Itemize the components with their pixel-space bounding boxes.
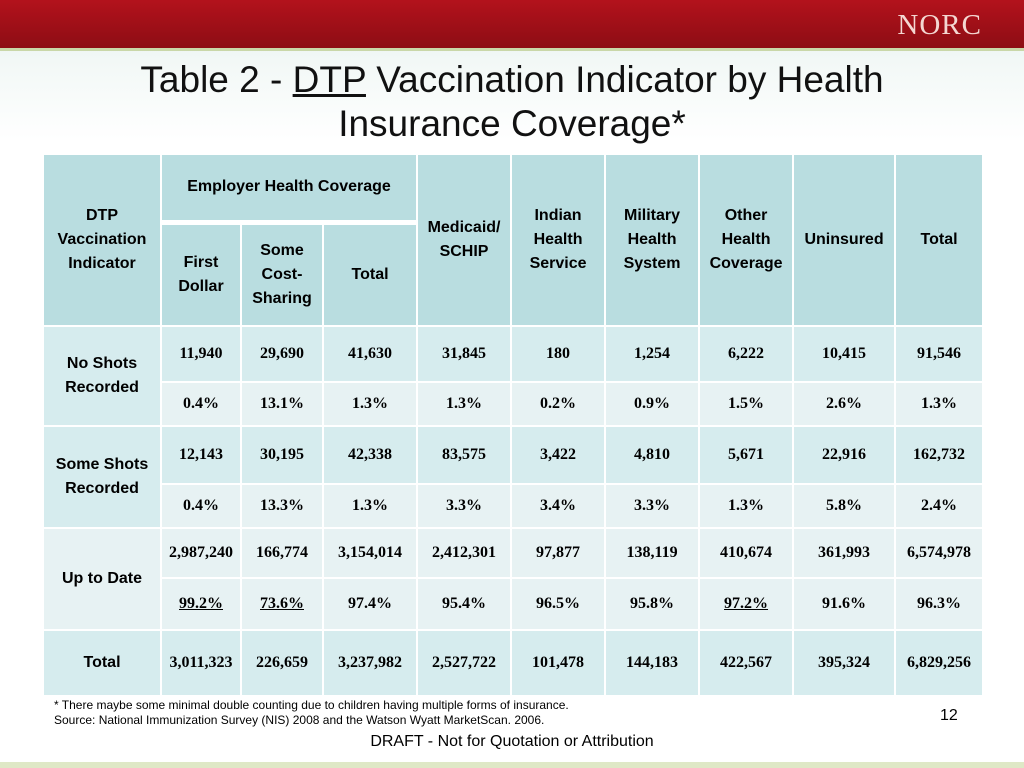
header-bar: NORC <box>0 0 1024 51</box>
row-label-some-shots: Some Shots Recorded <box>42 425 162 529</box>
table-cell: 422,567 <box>698 629 795 697</box>
table-cell: 180 <box>510 325 607 383</box>
table-cell: 3,154,014 <box>321 527 419 579</box>
table-cell: 4,810 <box>604 425 701 485</box>
table-cell: 96.5% <box>510 577 607 631</box>
page-number: 12 <box>940 707 958 724</box>
table-cell: 3.3% <box>416 483 513 529</box>
table-cell: 29,690 <box>240 325 324 383</box>
header-first-dollar: First Dollar <box>160 221 242 327</box>
table-cell: 91.6% <box>792 577 897 631</box>
table-cell: 166,774 <box>240 527 324 579</box>
header-dtp-indicator: DTP Vaccination Indicator <box>42 153 162 327</box>
header-total: Total <box>894 153 985 327</box>
table-cell: 0.2% <box>510 381 607 427</box>
table-cell: 22,916 <box>792 425 897 485</box>
header-employer-coverage: Employer Health Coverage <box>159 153 419 225</box>
draft-notice: DRAFT - Not for Quotation or Attribution <box>370 733 654 750</box>
table-cell: 5.8% <box>792 483 897 529</box>
table-cell: 2,412,301 <box>416 527 513 579</box>
table-cell: 2.4% <box>894 483 985 529</box>
norc-logo: NORC <box>897 9 982 41</box>
row-label-up-to-date: Up to Date <box>42 527 162 631</box>
table-cell: 361,993 <box>792 527 897 579</box>
table-cell: 3,237,982 <box>321 629 419 697</box>
row-label-no-shots: No Shots Recorded <box>42 325 162 427</box>
title-line1-rest: Vaccination Indicator by Health <box>365 59 884 100</box>
header-military-health: Military Health System <box>604 153 701 327</box>
header-other-health: Other Health Coverage <box>698 153 795 327</box>
title-prefix: Table 2 - <box>140 59 293 100</box>
header-employer-total: Total <box>321 221 419 327</box>
row-label-total: Total <box>42 629 162 697</box>
header-indian-health: Indian Health Service <box>510 153 607 327</box>
bottom-rule <box>0 762 1024 768</box>
table-cell: 12,143 <box>160 425 242 485</box>
table-cell: 6,222 <box>698 325 795 383</box>
table-cell: 11,940 <box>160 325 242 383</box>
footnote-double-counting: * There maybe some minimal double counti… <box>54 698 569 712</box>
table-cell: 144,183 <box>604 629 701 697</box>
table-cell: 0.4% <box>160 483 242 529</box>
table-cell: 42,338 <box>321 425 419 485</box>
table-cell: 1.3% <box>321 381 419 427</box>
table-cell: 162,732 <box>894 425 985 485</box>
table-cell: 96.3% <box>894 577 985 631</box>
header-medicaid: Medicaid/ SCHIP <box>416 153 513 327</box>
table-cell: 3.4% <box>510 483 607 529</box>
table-cell: 0.4% <box>160 381 242 427</box>
table-cell: 226,659 <box>240 629 324 697</box>
table-cell: 97,877 <box>510 527 607 579</box>
table-cell: 1.3% <box>321 483 419 529</box>
table-cell: 30,195 <box>240 425 324 485</box>
table-cell: 31,845 <box>416 325 513 383</box>
table-cell: 410,674 <box>698 527 795 579</box>
table-cell: 99.2% <box>160 577 242 631</box>
table-cell: 0.9% <box>604 381 701 427</box>
table-cell: 41,630 <box>321 325 419 383</box>
footnote-source: Source: National Immunization Survey (NI… <box>54 713 545 727</box>
table-cell: 6,829,256 <box>894 629 985 697</box>
footnote: * There maybe some minimal double counti… <box>54 698 569 728</box>
table-cell: 3,011,323 <box>160 629 242 697</box>
table-cell: 95.4% <box>416 577 513 631</box>
table-cell: 138,119 <box>604 527 701 579</box>
header-some-cost-sharing: Some Cost-Sharing <box>240 221 324 327</box>
table-cell: 2,987,240 <box>160 527 242 579</box>
table-cell: 97.2% <box>698 577 795 631</box>
table-cell: 10,415 <box>792 325 897 383</box>
title-line2: Insurance Coverage* <box>338 103 686 144</box>
slide-title: Table 2 - DTP Vaccination Indicator by H… <box>0 58 1024 146</box>
header-uninsured: Uninsured <box>792 153 897 327</box>
vaccination-table: DTP Vaccination Indicator Employer Healt… <box>42 153 985 697</box>
table-cell: 2.6% <box>792 381 897 427</box>
table-cell: 3.3% <box>604 483 701 529</box>
table-cell: 5,671 <box>698 425 795 485</box>
table-cell: 91,546 <box>894 325 985 383</box>
table-cell: 3,422 <box>510 425 607 485</box>
table-cell: 2,527,722 <box>416 629 513 697</box>
table-cell: 83,575 <box>416 425 513 485</box>
table-cell: 101,478 <box>510 629 607 697</box>
table-cell: 1,254 <box>604 325 701 383</box>
table-cell: 73.6% <box>240 577 324 631</box>
table-cell: 13.1% <box>240 381 324 427</box>
table-cell: 1.3% <box>894 381 985 427</box>
table-cell: 1.3% <box>698 483 795 529</box>
title-dtp: DTP <box>292 59 366 100</box>
table-cell: 395,324 <box>792 629 897 697</box>
table-cell: 6,574,978 <box>894 527 985 579</box>
table-cell: 13.3% <box>240 483 324 529</box>
table-cell: 1.5% <box>698 381 795 427</box>
table-cell: 1.3% <box>416 381 513 427</box>
table-cell: 97.4% <box>321 577 419 631</box>
table-cell: 95.8% <box>604 577 701 631</box>
